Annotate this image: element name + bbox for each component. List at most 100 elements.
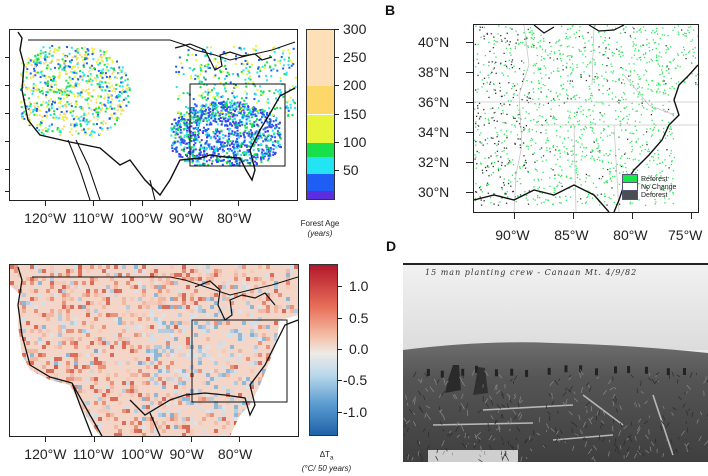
colorbar-bin: [307, 142, 334, 157]
x-tick-label: 80°W: [217, 446, 253, 462]
colorbar-tick-label: 0.5: [349, 309, 369, 326]
x-tick-label: 110°W: [72, 210, 114, 226]
great-lakes-coast: [533, 25, 625, 34]
x-tick-label: 85°W: [554, 227, 589, 243]
canada-border: [32, 276, 298, 296]
great-lakes: [194, 280, 276, 321]
x-tick-label: 100°W: [121, 446, 164, 462]
colorbar-tick-mark: [337, 317, 342, 319]
legend-label: Deforest: [641, 191, 668, 199]
colorbar-tick-label: 50: [343, 161, 359, 178]
foreground-rock: [428, 450, 518, 462]
colorbar-bin: [307, 114, 334, 143]
y-tick-label: 40°N: [418, 33, 450, 50]
y-tick-label: 32°N: [418, 153, 450, 170]
great-lakes: [174, 43, 273, 71]
x-tick-mark: [238, 436, 240, 442]
colorbar-tick-mark: [334, 29, 339, 30]
mexico-coast: [67, 139, 156, 200]
x-tick-label: 80°W: [217, 210, 252, 226]
x-tick-label: 90°W: [168, 210, 204, 226]
x-tick-mark: [632, 212, 634, 219]
colorbar-bin: [307, 156, 334, 174]
colorbar-bin: [307, 86, 334, 115]
y-tick-mark: [466, 101, 473, 103]
canada-border: [28, 39, 296, 61]
historical-photo: 15 man planting crew - Canaan Mt. 4/9/82: [403, 263, 708, 462]
us-border-outline: [17, 266, 298, 436]
historical-photo-svg: [403, 265, 708, 462]
panel-a-map: [9, 29, 298, 201]
y-tick-mark: [466, 161, 473, 163]
us-border-outline: [17, 31, 296, 197]
colorbar-tick-mark: [334, 113, 339, 115]
y-tick-mark: [466, 41, 473, 43]
land-change-legend: Reforest No Change Deforest: [622, 174, 676, 200]
x-tick-mark: [514, 212, 516, 219]
panel-b-letter: B: [385, 2, 396, 18]
colorbar-tick-mark: [334, 169, 339, 171]
x-tick-mark: [573, 212, 575, 219]
legend-item-deforest: Deforest: [622, 190, 676, 200]
ground-brush: [403, 369, 708, 462]
temperature-change-colorbar: [309, 264, 338, 436]
x-tick-mark: [189, 200, 191, 206]
panel-d-letter: D: [386, 238, 397, 254]
inset-box: [189, 83, 286, 167]
colorbar-tick-label: -0.5: [343, 372, 368, 389]
state-borders: [474, 25, 698, 212]
y-tick-label: 38°N: [418, 63, 450, 80]
y-tick-mark: [466, 71, 473, 73]
colorbar-title-subscript: a: [329, 455, 334, 462]
x-tick-mark: [45, 200, 47, 206]
colorbar-tick-label: 1.0: [349, 278, 369, 295]
x-tick-label: 90°W: [169, 446, 204, 462]
colorbar-tick-label: 250: [343, 49, 367, 66]
forest-age-colorbar-title: Forest Age (years): [290, 219, 350, 239]
x-tick-mark: [142, 436, 144, 442]
x-tick-mark: [45, 436, 47, 442]
ocean-mask-west: [10, 285, 100, 436]
x-tick-label: 80°W: [613, 227, 648, 243]
x-tick-mark: [190, 436, 192, 442]
colorbar-tick-mark: [337, 349, 342, 350]
colorbar-tick-mark: [337, 411, 342, 413]
ocean-mask-east: [230, 315, 298, 436]
x-tick-label: 110°W: [72, 446, 114, 462]
colorbar-units-text: (years): [307, 229, 333, 238]
fallen-logs: [432, 394, 674, 456]
x-tick-label: 75°W: [668, 227, 703, 243]
panel-a-yaxis-ticks: [5, 29, 9, 199]
x-tick-label: 90°W: [495, 227, 530, 243]
y-tick-label: 30°N: [418, 183, 450, 200]
planting-crew-figures: [426, 365, 687, 378]
colorbar-title-text: ΔT: [319, 450, 330, 459]
panel-c-map-svg: [10, 265, 298, 436]
y-tick-mark: [466, 191, 473, 193]
colorbar-tick-label: 150: [343, 105, 367, 122]
stump-left: [445, 365, 461, 393]
inset-box: [191, 319, 288, 403]
legend-swatch-deforest: [622, 190, 638, 200]
colorbar-tick-mark: [334, 85, 339, 87]
colorbar-bin: [307, 173, 334, 191]
x-tick-label: 100°W: [120, 210, 163, 226]
panel-c-map: [9, 264, 299, 437]
x-tick-label: 120°W: [24, 210, 67, 226]
colorbar-tick-label: 100: [343, 133, 367, 150]
colorbar-tick-mark: [337, 380, 342, 382]
panel-b-map: Reforest No Change Deforest: [473, 24, 699, 213]
colorbar-tick-label: 200: [343, 77, 367, 94]
x-tick-mark: [93, 200, 95, 206]
colorbar-tick-mark: [334, 57, 339, 59]
hill-horizon: [403, 342, 708, 462]
colorbar-tick-mark: [334, 141, 339, 143]
legend-label: Reforest: [641, 175, 668, 183]
colorbar-tick-mark: [337, 286, 342, 288]
colorbar-bin: [307, 190, 334, 199]
colorbar-units-text: (°C/ 50 years): [301, 463, 352, 473]
colorbar-title-text: Forest Age: [300, 219, 340, 228]
y-tick-label: 34°N: [418, 123, 450, 140]
y-tick-label: 36°N: [418, 93, 450, 110]
colorbar-tick-label: -1.0: [343, 403, 368, 420]
